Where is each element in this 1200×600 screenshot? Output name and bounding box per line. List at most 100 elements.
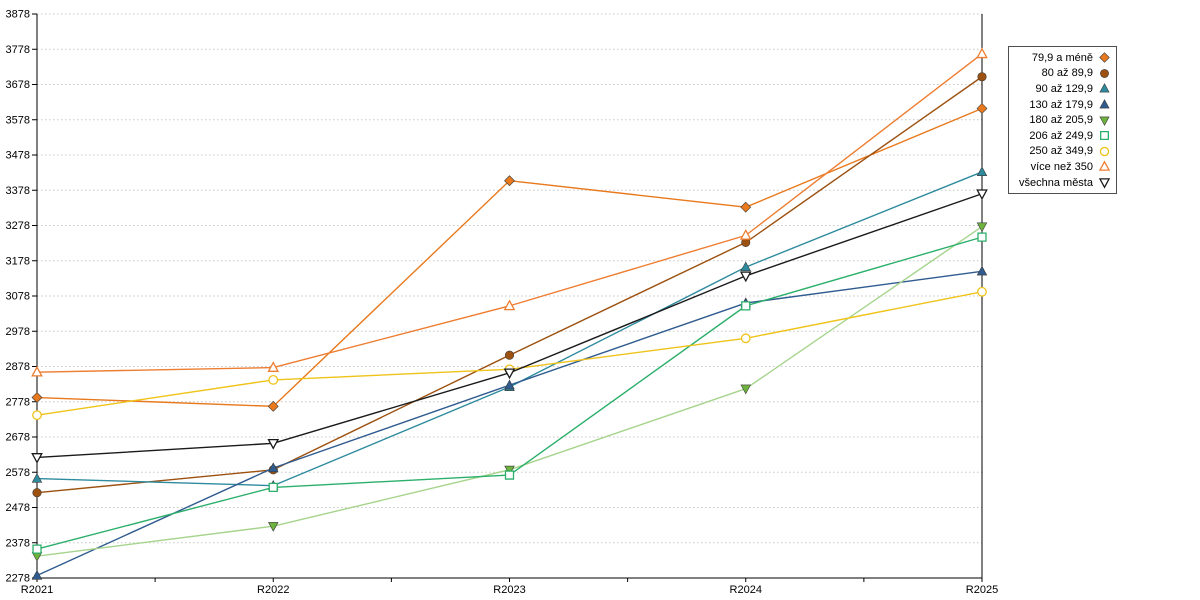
y-tick-label: 3878 (6, 9, 30, 21)
legend-item: více než 350 (1019, 159, 1111, 175)
series-line (36, 225, 983, 557)
data-point-marker (977, 232, 987, 242)
legend-marker-shape (1099, 52, 1110, 64)
y-tick-label: 2578 (6, 467, 30, 479)
legend-item: 250 až 349,9 (1019, 144, 1111, 160)
x-tick-label: R2022 (257, 584, 289, 596)
data-point-marker (504, 465, 515, 476)
legend-marker-shape (1098, 160, 1111, 172)
legend-marker-shape (1099, 99, 1110, 109)
data-point-marker (32, 544, 42, 554)
legend-item: všechna města (1019, 175, 1111, 191)
data-point-marker (739, 229, 752, 240)
legend-label: 130 až 179,9 (1029, 98, 1093, 111)
legend-marker-triangle-up-icon (1099, 99, 1110, 109)
legend-marker-diamond-icon (1099, 52, 1110, 64)
data-point-marker (267, 522, 279, 532)
legend-item: 79,9 a méně (1019, 50, 1111, 66)
data-point-marker (31, 392, 43, 403)
data-point-marker (504, 470, 515, 480)
data-point-marker (32, 410, 42, 421)
data-point-marker (740, 333, 751, 344)
data-point-marker (976, 103, 988, 114)
series-line (36, 171, 983, 487)
y-tick-label: 3078 (6, 291, 30, 303)
legend-marker-circle-icon (1100, 69, 1109, 78)
y-tick-label: 3378 (6, 185, 30, 197)
data-point-marker (267, 438, 280, 450)
series-130-a-179-9 (31, 265, 988, 580)
legend-marker-triangle-down-icon (1098, 178, 1111, 189)
data-point-marker (268, 482, 278, 493)
series-80-a-89-9 (32, 72, 987, 498)
data-point-marker (267, 400, 279, 412)
y-tick-label: 3178 (6, 255, 30, 267)
data-point-marker (976, 222, 988, 233)
data-point-marker (977, 72, 987, 82)
data-point-marker (31, 453, 43, 464)
data-point-marker (267, 361, 280, 372)
legend-label: všechna města (1019, 176, 1093, 189)
legend-label: 80 až 89,9 (1041, 67, 1093, 80)
legend-marker-shape (1099, 131, 1109, 141)
series-180-a-205-9 (31, 222, 988, 562)
data-point-marker (976, 47, 988, 59)
legend-marker-triangle-up-icon (1099, 83, 1110, 93)
data-point-marker (741, 301, 751, 311)
series-line (36, 270, 983, 577)
legend-label: 90 až 129,9 (1035, 82, 1093, 95)
series-line (36, 236, 983, 550)
data-point-marker (31, 569, 43, 580)
data-point-marker (976, 265, 988, 276)
y-tick-label: 2278 (6, 573, 30, 585)
data-point-marker (977, 286, 987, 297)
data-point-marker (740, 201, 752, 213)
legend-label: 250 až 349,9 (1029, 145, 1093, 158)
data-point-marker (31, 472, 43, 483)
data-point-marker (739, 271, 752, 283)
legend-item: 90 až 129,9 (1019, 81, 1111, 97)
y-tick-label: 3578 (6, 114, 30, 126)
legend-marker-shape (1099, 116, 1110, 126)
series-line (36, 193, 983, 459)
data-point-marker (504, 175, 515, 187)
y-tick-label: 2778 (6, 396, 30, 408)
series-90-a-129-9 (31, 166, 988, 490)
series-v-ce-ne-350 (31, 47, 988, 377)
series-v-echna-m-sta (31, 189, 988, 464)
legend-label: více než 350 (1030, 160, 1093, 173)
legend-item: 130 až 179,9 (1019, 97, 1111, 113)
data-point-marker (267, 462, 279, 473)
data-point-marker (268, 374, 279, 385)
data-point-marker (976, 166, 988, 176)
legend-label: 79,9 a méně (1031, 51, 1093, 64)
data-point-marker (976, 189, 988, 201)
legend-item: 180 až 205,9 (1019, 112, 1111, 128)
x-tick-label: R2023 (493, 584, 525, 596)
data-point-marker (740, 261, 752, 272)
legend-marker-square-icon (1099, 131, 1109, 141)
series-line (36, 76, 983, 494)
data-point-marker (32, 488, 42, 498)
data-point-marker (740, 384, 752, 395)
gridlines (37, 13, 982, 544)
legend-marker-shape (1100, 69, 1109, 78)
legend: 79,9 a méně 80 až 89,9 90 až 129,9 130 až 1… (1008, 46, 1117, 195)
legend-item: 206 až 249,9 (1019, 128, 1111, 144)
y-tick-label: 2378 (6, 537, 30, 549)
legend-marker-shape (1099, 146, 1110, 157)
x-tick-label: R2024 (730, 584, 762, 596)
legend-marker-triangle-down-icon (1099, 116, 1110, 126)
legend-marker-shape (1098, 178, 1111, 189)
legend-marker-circle-icon (1099, 146, 1110, 157)
data-point-marker (503, 368, 516, 380)
series-line (36, 107, 983, 408)
legend-marker-triangle-up-icon (1098, 160, 1111, 172)
series-206-a-249-9 (32, 232, 987, 554)
data-point-marker (504, 379, 515, 390)
y-tick-label: 3278 (6, 220, 30, 232)
y-tick-label: 3678 (6, 79, 30, 91)
legend-item: 80 až 89,9 (1019, 66, 1111, 82)
